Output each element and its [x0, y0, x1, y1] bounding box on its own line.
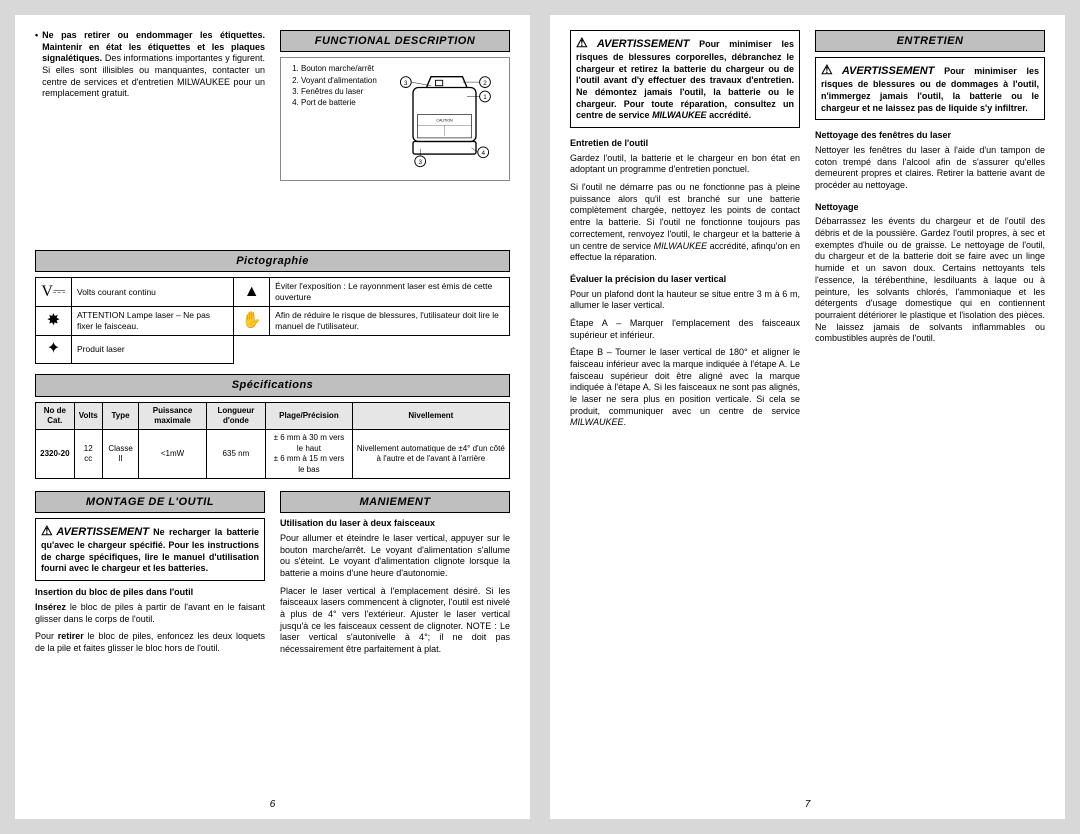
spec-col: Puissance maximale — [139, 402, 206, 430]
page7-col1: AVERTISSEMENT Pour minimiser les risques… — [570, 30, 800, 794]
page-right: AVERTISSEMENT Pour minimiser les risques… — [550, 15, 1065, 819]
page-number: 6 — [15, 798, 530, 811]
maniement-p2: Placer le laser vertical à l'emplacement… — [280, 586, 510, 656]
spec-cell: 635 nm — [206, 430, 265, 479]
functional-description-box: Bouton marche/arrêt Voyant d'alimentatio… — [280, 57, 510, 181]
picto-text: ATTENTION Lampe laser – Ne pas fixer le … — [72, 307, 234, 336]
svg-text:2: 2 — [483, 80, 487, 87]
spec-col: Nivellement — [352, 402, 509, 430]
func-item: Voyant d'alimentation — [301, 76, 387, 86]
tool-diagram: CAUTION 2 1 3 3 4 — [395, 64, 503, 174]
entretien-header: ENTRETIEN — [815, 30, 1045, 52]
insertion-p1: Insérez le bloc de piles à partir de l'a… — [35, 602, 265, 625]
warning-entretien: AVERTISSEMENT Pour minimiser les risques… — [570, 30, 800, 128]
svg-text:1: 1 — [483, 94, 487, 101]
warning-nettoyage: AVERTISSEMENT Pour minimiser les risques… — [815, 57, 1045, 120]
warning-icon: ✸ — [36, 307, 72, 336]
montage-header: MONTAGE DE L'OUTIL — [35, 491, 265, 513]
picto-text: Volts courant continu — [72, 278, 234, 307]
volts-icon: V⎓ — [36, 278, 72, 307]
maniement-header: MANIEMENT — [280, 491, 510, 513]
etiquette-bullet: • Ne pas retirer ou endommager les étiqu… — [35, 30, 265, 100]
nettoyage-fenetres-p: Nettoyer les fenêtres du laser à l'aide … — [815, 145, 1045, 192]
evaluer-heading: Évaluer la précision du laser vertical — [570, 274, 800, 286]
evaluer-p3: Étape B – Tourner le laser vertical de 1… — [570, 347, 800, 429]
spec-cell: Classe II — [102, 430, 139, 479]
spec-cell: 2320-20 — [36, 430, 75, 479]
nettoyage-fenetres-heading: Nettoyage des fenêtres du laser — [815, 130, 1045, 142]
utilisation-heading: Utilisation du laser à deux faisceaux — [280, 518, 510, 530]
insertion-heading: Insertion du bloc de piles dans l'outil — [35, 587, 265, 599]
functional-header: FUNCTIONAL DESCRIPTION — [280, 30, 510, 52]
spec-col: Longueur d'onde — [206, 402, 265, 430]
page6-fullwidth: Pictographie V⎓ Volts courant continu ▲ … — [35, 250, 510, 662]
spec-col: Volts — [74, 402, 102, 430]
spec-cell: 12 cc — [74, 430, 102, 479]
picto-text: Produit laser — [72, 336, 234, 364]
maniement-p1: Pour allumer et éteindre le laser vertic… — [280, 533, 510, 580]
svg-text:4: 4 — [481, 150, 485, 157]
triangle-icon: ▲ — [234, 278, 270, 307]
svg-text:CAUTION: CAUTION — [436, 119, 453, 123]
picto-table: V⎓ Volts courant continu ▲ Éviter l'expo… — [35, 277, 510, 364]
page7-col2: ENTRETIEN AVERTISSEMENT Pour minimiser l… — [815, 30, 1045, 794]
spec-cell: Nivellement automatique de ±4° d'un côté… — [352, 430, 509, 479]
manual-icon: ✋ — [234, 307, 270, 336]
montage-warning: AVERTISSEMENT Ne recharger la batterie q… — [35, 518, 265, 581]
entretien-p2: Si l'outil ne démarre pas ou ne fonction… — [570, 182, 800, 264]
laser-icon: ✦ — [36, 336, 72, 364]
func-item: Bouton marche/arrêt — [301, 64, 387, 74]
spec-col: Type — [102, 402, 139, 430]
page-number: 7 — [550, 798, 1065, 811]
evaluer-p2: Étape A – Marquer l'emplacement des fais… — [570, 318, 800, 341]
picto-text: Afin de réduire le risque de blessures, … — [270, 307, 510, 336]
insertion-p2: Pour retirer le bloc de piles, enfoncez … — [35, 631, 265, 654]
spec-cell: <1mW — [139, 430, 206, 479]
evaluer-p1: Pour un plafond dont la hauteur se situe… — [570, 289, 800, 312]
spec-col: Plage/Précision — [266, 402, 353, 430]
specs-table: No de Cat. Volts Type Puissance maximale… — [35, 402, 510, 479]
spec-col: No de Cat. — [36, 402, 75, 430]
func-item: Port de batterie — [301, 98, 387, 108]
entretien-outil-heading: Entretien de l'outil — [570, 138, 800, 150]
nettoyage-p: Débarrassez les évents du chargeur et de… — [815, 216, 1045, 345]
spec-cell: ± 6 mm à 30 m vers le haut ± 6 mm à 15 m… — [266, 430, 353, 479]
picto-text: Éviter l'exposition : Le rayonnment lase… — [270, 278, 510, 307]
pictographie-header: Pictographie — [35, 250, 510, 272]
svg-text:3: 3 — [418, 159, 422, 166]
page-left: • Ne pas retirer ou endommager les étiqu… — [15, 15, 530, 819]
entretien-p1: Gardez l'outil, la batterie et le charge… — [570, 153, 800, 176]
svg-text:3: 3 — [404, 80, 408, 87]
func-item: Fenêtres du laser — [301, 87, 387, 97]
nettoyage-heading: Nettoyage — [815, 202, 1045, 214]
spec-header: Spécifications — [35, 374, 510, 396]
